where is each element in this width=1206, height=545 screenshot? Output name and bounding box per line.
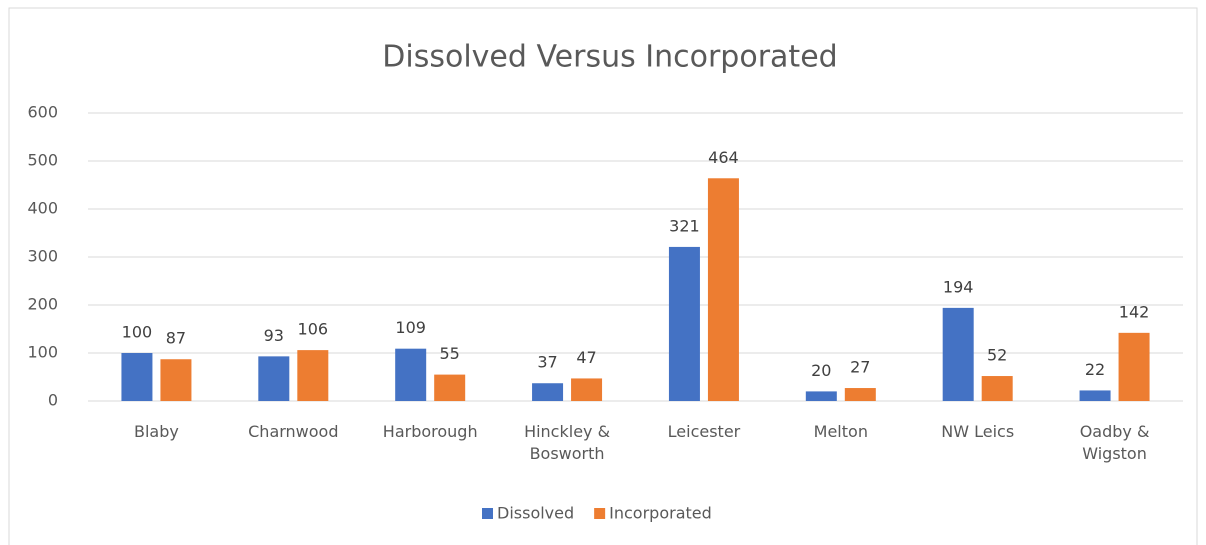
legend-swatch [482,508,493,519]
y-tick-label: 400 [27,199,58,218]
x-tick-label: Blaby [134,422,179,441]
y-tick-label: 0 [48,391,58,410]
data-label: 321 [669,216,700,235]
bar [942,307,974,401]
legend-label: Incorporated [609,504,712,523]
x-tick-label: Melton [813,422,868,441]
bar [981,376,1013,401]
y-tick-label: 100 [27,343,58,362]
bar [1079,390,1111,401]
y-tick-label: 500 [27,151,58,170]
x-tick-label: Hinckley & Bosworth [524,422,611,463]
data-label: 109 [395,318,426,337]
bar [805,391,837,401]
bar [297,350,329,401]
chart-title: Dissolved Versus Incorporated [382,40,837,75]
bar [395,348,427,401]
data-label: 106 [298,320,329,339]
data-label: 27 [850,358,870,377]
x-tick-label: Leicester [667,422,741,441]
data-label: 464 [708,148,739,167]
data-label: 55 [440,344,460,363]
bar [668,246,700,401]
bar [707,178,739,401]
x-tick-label: NW Leics [941,422,1015,441]
data-label: 20 [811,361,831,380]
data-label: 100 [122,323,153,342]
bar [434,374,466,401]
data-label: 142 [1119,302,1150,321]
data-label: 22 [1085,360,1105,379]
chart-frame [8,7,1198,545]
data-label: 37 [537,353,557,372]
bar [532,383,564,401]
bar [121,353,153,401]
data-label: 93 [264,326,284,345]
data-label: 87 [166,329,186,348]
x-tick-label: Oadby & Wigston [1079,422,1150,463]
y-tick-label: 600 [27,103,58,122]
bar [258,356,290,401]
y-tick-label: 200 [27,295,58,314]
legend-swatch [594,508,606,519]
bar [160,359,192,401]
bar [571,378,603,401]
x-tick-label: Charnwood [248,422,339,441]
data-label: 194 [943,277,974,296]
legend-label: Dissolved [497,504,574,523]
x-tick-label: Harborough [382,422,478,441]
y-tick-label: 300 [27,247,58,266]
bar [844,388,876,401]
data-label: 47 [576,348,596,367]
data-label: 52 [987,346,1007,365]
bar [1118,332,1150,401]
